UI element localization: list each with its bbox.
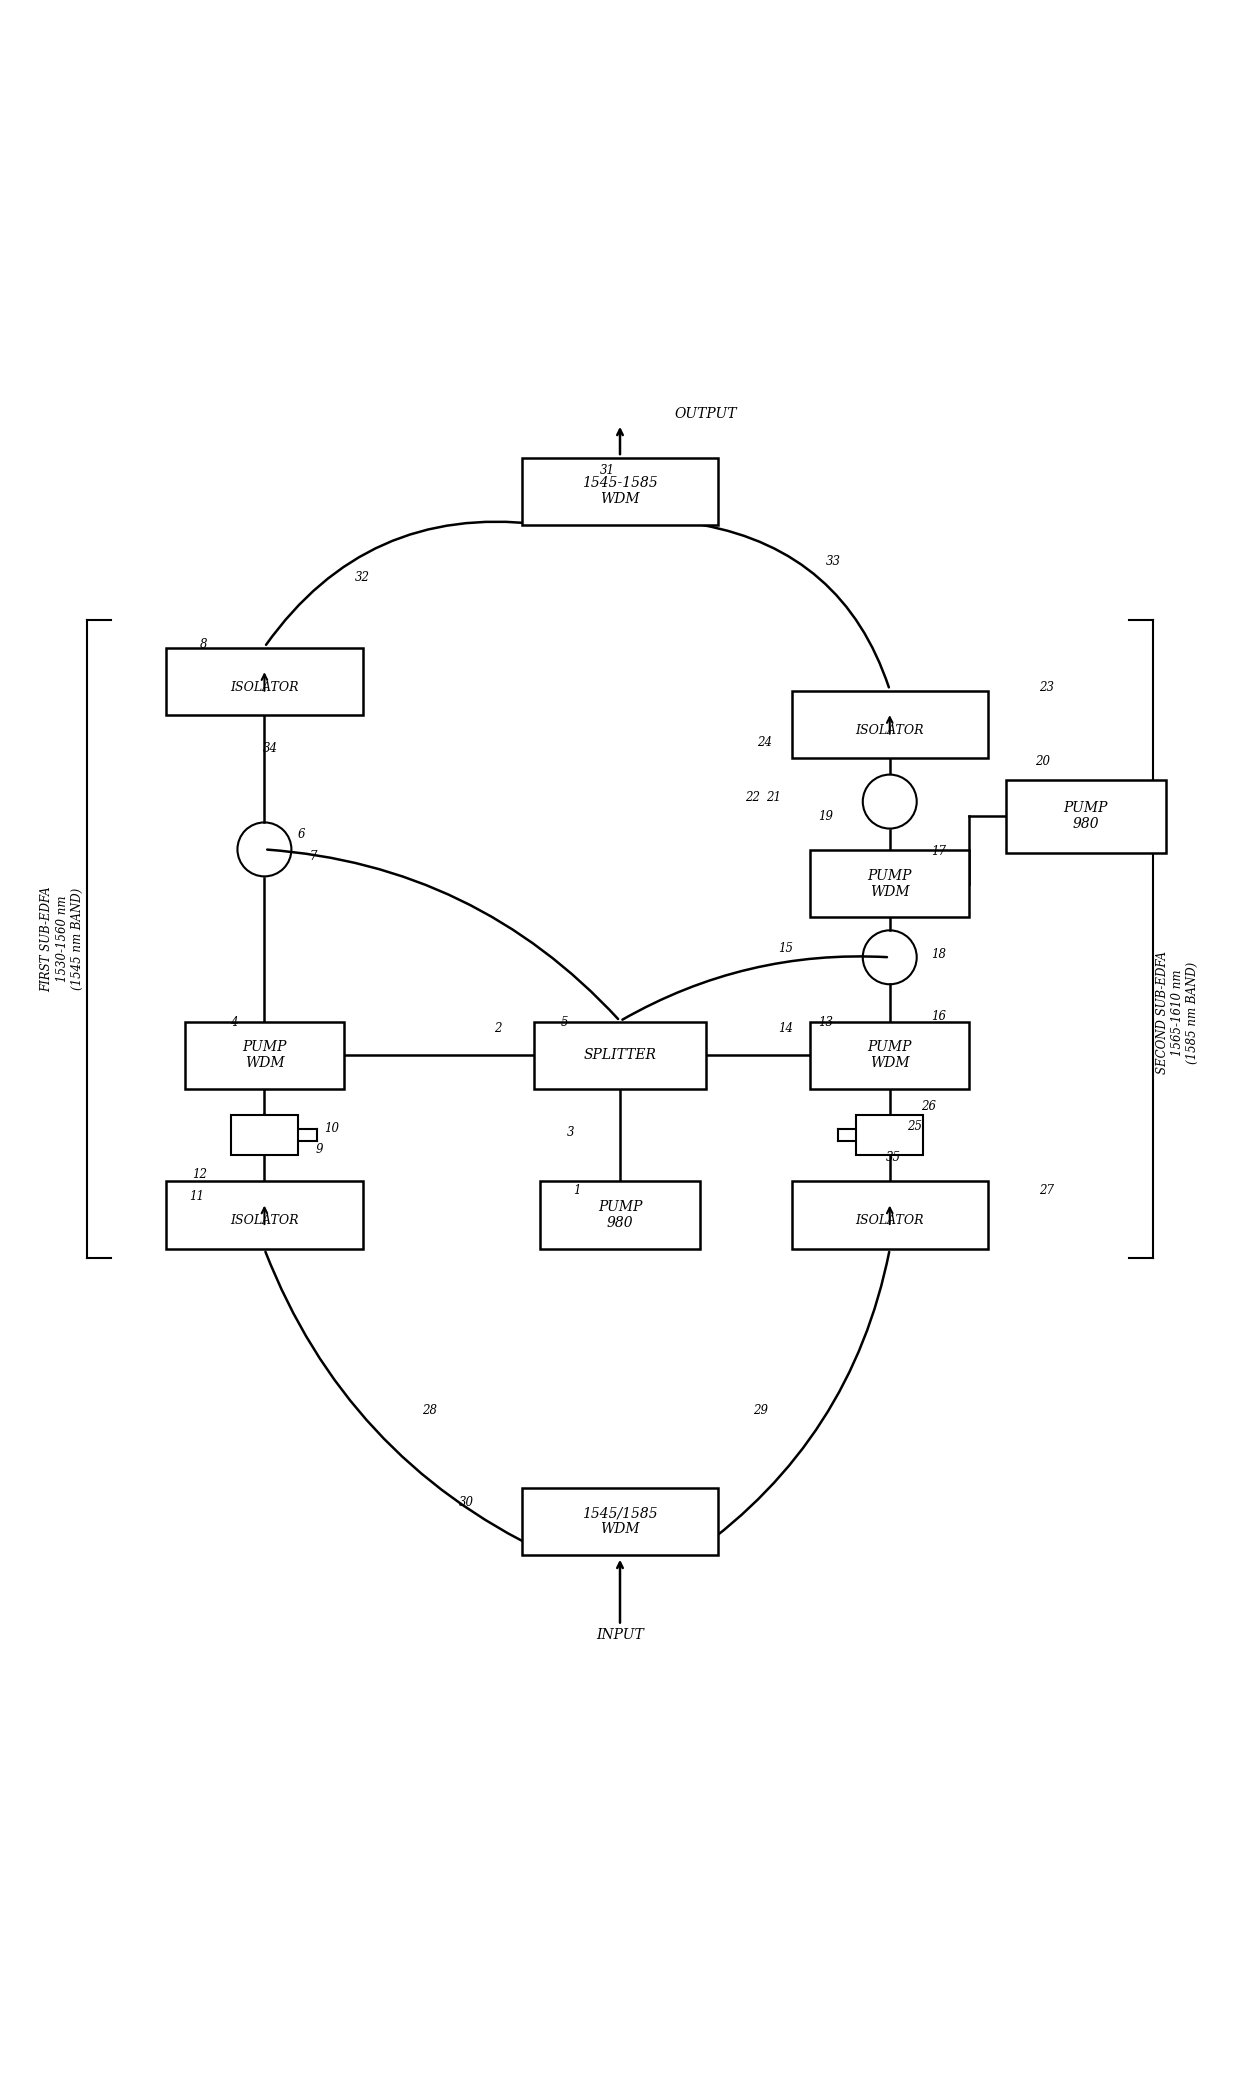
- Text: PUMP
980: PUMP 980: [1064, 801, 1109, 832]
- FancyBboxPatch shape: [810, 850, 970, 917]
- Text: 8: 8: [200, 639, 207, 651]
- Text: 27: 27: [1039, 1184, 1054, 1197]
- Text: PUMP
WDM: PUMP WDM: [868, 1041, 911, 1070]
- Text: PUMP
980: PUMP 980: [598, 1199, 642, 1230]
- Text: 9: 9: [316, 1143, 324, 1157]
- Text: INPUT: INPUT: [596, 1628, 644, 1643]
- FancyBboxPatch shape: [1006, 780, 1166, 852]
- Text: 32: 32: [355, 570, 370, 583]
- Text: 11: 11: [190, 1190, 205, 1203]
- Text: 17: 17: [931, 846, 946, 859]
- Text: SECOND SUB-EDFA
1565-1610 nm
(1585 nm BAND): SECOND SUB-EDFA 1565-1610 nm (1585 nm BA…: [1157, 952, 1199, 1074]
- Text: 10: 10: [325, 1122, 340, 1134]
- Text: 20: 20: [1035, 755, 1050, 767]
- FancyBboxPatch shape: [791, 691, 988, 759]
- Text: 25: 25: [906, 1120, 921, 1132]
- Text: SPLITTER: SPLITTER: [584, 1047, 656, 1062]
- Text: 3: 3: [567, 1126, 574, 1139]
- Text: 1: 1: [573, 1184, 580, 1197]
- Text: 1545/1585
WDM: 1545/1585 WDM: [583, 1506, 657, 1537]
- Text: OUTPUT: OUTPUT: [675, 407, 737, 421]
- Text: 7: 7: [310, 850, 317, 863]
- Text: ISOLATOR: ISOLATOR: [856, 1215, 924, 1228]
- Text: 1545-1585
WDM: 1545-1585 WDM: [582, 477, 658, 506]
- Text: ISOLATOR: ISOLATOR: [231, 680, 299, 695]
- Text: ISOLATOR: ISOLATOR: [856, 724, 924, 736]
- Text: 14: 14: [777, 1022, 794, 1035]
- Text: FIRST SUB-EDFA
1530-1560 nm
(1545 nm BAND): FIRST SUB-EDFA 1530-1560 nm (1545 nm BAN…: [41, 886, 83, 991]
- Text: 34: 34: [263, 742, 278, 755]
- Text: PUMP
WDM: PUMP WDM: [868, 869, 911, 898]
- Text: 24: 24: [758, 736, 773, 749]
- Text: 31: 31: [600, 465, 615, 477]
- FancyBboxPatch shape: [541, 1180, 699, 1249]
- Text: 21: 21: [766, 792, 781, 805]
- Text: 16: 16: [931, 1010, 946, 1022]
- FancyBboxPatch shape: [522, 458, 718, 525]
- Text: 15: 15: [777, 942, 794, 956]
- Text: 19: 19: [818, 809, 833, 823]
- Text: 30: 30: [459, 1497, 474, 1510]
- Text: 12: 12: [192, 1168, 207, 1180]
- FancyBboxPatch shape: [166, 1180, 362, 1249]
- FancyBboxPatch shape: [534, 1022, 706, 1089]
- FancyBboxPatch shape: [185, 1022, 345, 1089]
- Text: 4: 4: [231, 1016, 238, 1029]
- FancyBboxPatch shape: [791, 1180, 988, 1249]
- Text: 18: 18: [931, 948, 946, 962]
- Text: 29: 29: [754, 1404, 769, 1417]
- Text: 26: 26: [921, 1101, 936, 1114]
- Text: 33: 33: [826, 554, 841, 568]
- Text: 13: 13: [818, 1016, 833, 1029]
- Text: 22: 22: [745, 792, 760, 805]
- FancyBboxPatch shape: [522, 1487, 718, 1556]
- Text: ISOLATOR: ISOLATOR: [231, 1215, 299, 1228]
- Text: 28: 28: [423, 1404, 438, 1417]
- FancyBboxPatch shape: [810, 1022, 970, 1089]
- Text: 35: 35: [885, 1151, 901, 1164]
- FancyBboxPatch shape: [856, 1116, 924, 1155]
- Text: 2: 2: [494, 1022, 501, 1035]
- Text: PUMP
WDM: PUMP WDM: [242, 1041, 286, 1070]
- Text: 5: 5: [560, 1016, 569, 1029]
- FancyBboxPatch shape: [231, 1116, 298, 1155]
- Text: 6: 6: [298, 828, 305, 842]
- FancyBboxPatch shape: [166, 647, 362, 716]
- Text: 23: 23: [1039, 680, 1054, 695]
